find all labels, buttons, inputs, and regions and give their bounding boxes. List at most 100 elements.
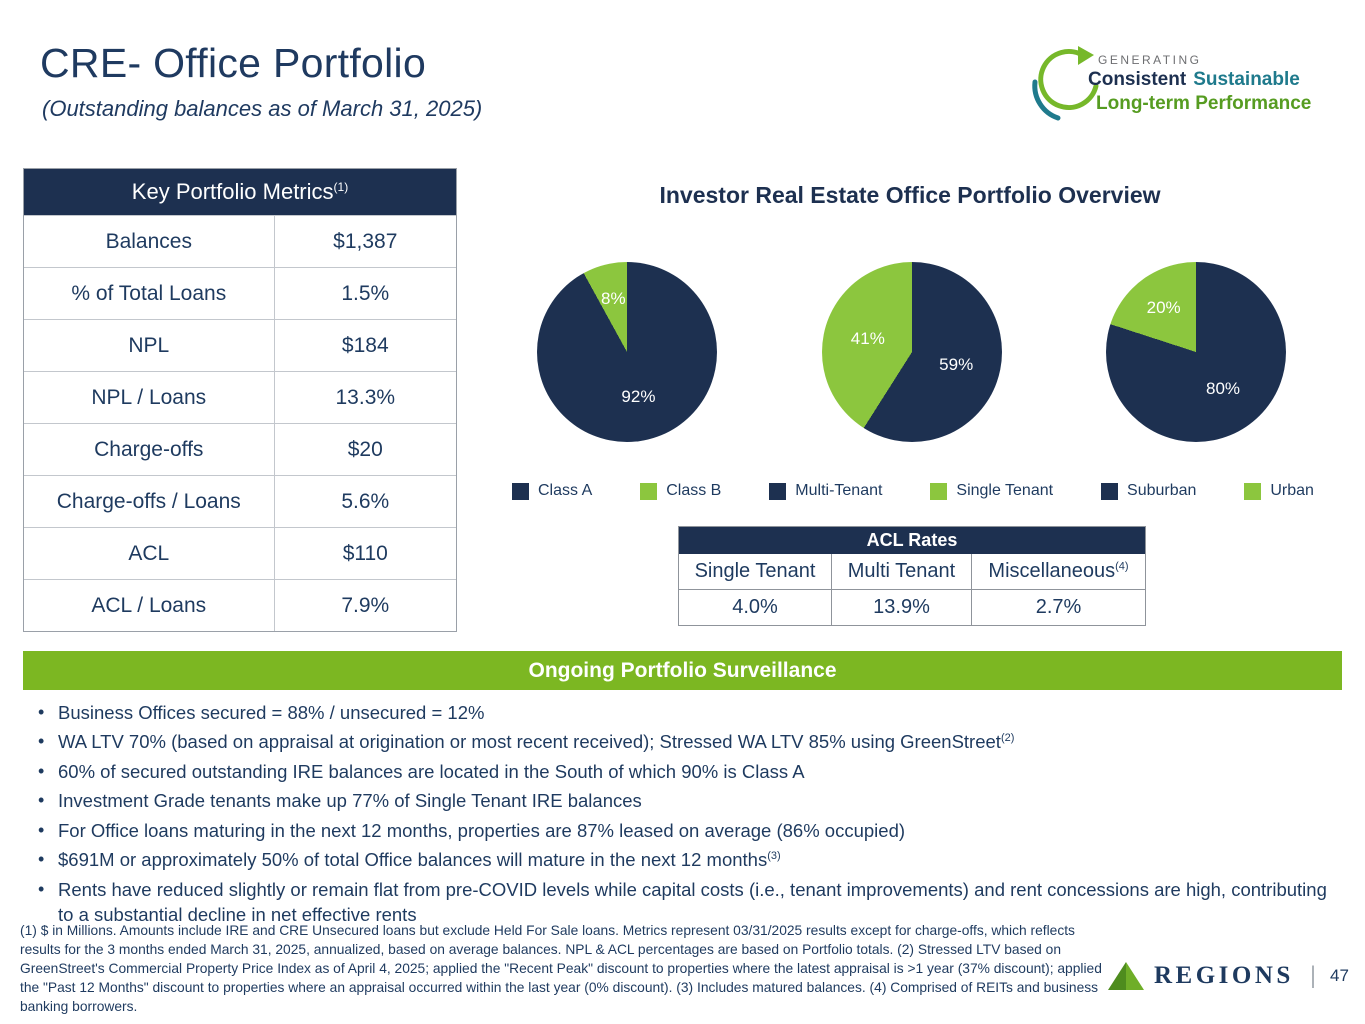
pie-slice-label: 92% [621,386,656,406]
pie-slice-label: 80% [1206,379,1241,399]
metric-label: Balances [24,216,275,267]
legend-item: Urban [1244,482,1314,500]
legend-item: Suburban [1101,482,1196,500]
tagline-line2: Consistent Sustainable [1086,68,1311,92]
legend-label: Single Tenant [956,482,1054,499]
table-row: ACL $110 [24,527,456,579]
pie-slice-label: 41% [850,329,885,349]
swoosh-arrow-icon [1032,46,1099,121]
metrics-title-footnote-ref: (1) [333,180,349,194]
bullet-item: For Office loans maturing in the next 12… [34,818,1336,844]
legend-swatch [640,482,658,500]
legend-swatch [1244,482,1262,500]
acl-value-row: 4.0% 13.9% 2.7% [679,590,1145,625]
table-row: Charge-offs $20 [24,423,456,475]
acl-rates-table: ACL Rates Single Tenant Multi Tenant Mis… [678,526,1146,626]
legend-label: Suburban [1127,482,1197,499]
table-row: % of Total Loans 1.5% [24,267,456,319]
bullet-item: Rents have reduced slightly or remain fl… [34,877,1336,928]
acl-column-header: Miscellaneous(4) [971,554,1145,589]
bullet-item: WA LTV 70% (based on appraisal at origin… [34,729,1336,755]
legend-label: Class B [666,482,722,499]
page-number: 47 [1330,966,1349,985]
regions-wordmark: REGIONS [1154,962,1294,989]
legend-item: Multi-Tenant [769,482,882,500]
tagline-sustainable: Sustainable [1193,68,1300,90]
legend-swatch [512,482,529,500]
bullet-text: For Office loans maturing in the next 12… [58,819,906,841]
metric-label: NPL [24,320,275,371]
footer-divider: | [1309,962,1317,989]
overview-section-title: Investor Real Estate Office Portfolio Ov… [659,182,1161,208]
page-subtitle: (Outstanding balances as of March 31, 20… [42,96,483,121]
metric-label: ACL [24,528,275,579]
acl-column-header: Single Tenant [679,554,831,589]
bullet-footnote-ref: (3) [767,850,781,863]
bullet-text: $691M or approximately 50% of total Offi… [58,849,768,871]
tagline-consistent: Consistent [1088,68,1187,90]
legend-item: Class B [640,482,721,500]
pie-chart-group: 92% 8% 59% 41% 80% 20% [490,262,1330,442]
pie-slice-label: 8% [601,288,626,308]
tagline-generating: GENERATING [1098,52,1202,67]
regions-triangle-icon [1108,962,1144,990]
table-row: Charge-offs / Loans 5.6% [24,475,456,527]
pie-slice-label: 59% [939,354,974,374]
legend-swatch [769,482,787,500]
metric-value: 1.5% [341,281,390,305]
metric-label: NPL / Loans [24,372,275,423]
bullet-item: Business Offices secured = 88% / unsecur… [34,700,1336,726]
pie-slice-label: 20% [1146,297,1181,317]
metric-label: % of Total Loans [24,268,275,319]
legend-label: Class A [538,482,593,499]
metric-value: $1,387 [333,229,398,253]
metric-value: 13.3% [335,385,396,409]
acl-header-row: Single Tenant Multi Tenant Miscellaneous… [679,554,1145,590]
metric-value: $20 [347,437,383,461]
legend-item: Single Tenant [930,482,1053,500]
metric-label: ACL / Loans [24,580,275,631]
bullet-text: WA LTV 70% (based on appraisal at origin… [58,731,1001,753]
metrics-title-text: Key Portfolio Metrics [131,179,334,204]
table-row: Balances $1,387 [24,215,456,267]
footnote: (1) $ in Millions. Amounts include IRE a… [20,923,1102,1015]
table-row: NPL / Loans 13.3% [24,371,456,423]
key-portfolio-metrics-table: Key Portfolio Metrics (1) Balances $1,387 … [23,168,457,632]
metric-value: $184 [341,333,389,357]
page-title: CRE- Office Portfolio [40,40,427,86]
table-row: ACL / Loans 7.9% [24,579,456,631]
legend-swatch [930,482,948,500]
table-row: NPL $184 [24,319,456,371]
legend-label: Urban [1270,482,1314,499]
tagline-text: GENERATING Consistent Sustainable Long-te… [1086,53,1311,116]
pie-chart-class-mix: 92% 8% [537,262,717,442]
acl-header-text: Miscellaneous [988,560,1116,582]
metrics-table-title: Key Portfolio Metrics (1) [24,169,456,215]
acl-footnote-ref: (4) [1115,560,1129,573]
bullet-item: Investment Grade tenants make up 77% of … [34,788,1336,814]
acl-header-text: Single Tenant [694,560,816,582]
pie-chart-tenancy-mix: 59% 41% [822,262,1002,442]
tagline-longterm: Long-term Performance [1096,92,1312,114]
acl-header-text: Multi Tenant [847,560,956,582]
surveillance-banner: Ongoing Portfolio Surveillance [23,651,1342,690]
legend-swatch [1101,482,1119,500]
bullet-item: 60% of secured outstanding IRE balances … [34,759,1336,785]
legend-item: Class A [512,482,592,500]
pie-chart-location-mix: 80% 20% [1106,262,1286,442]
surveillance-bullet-list: Business Offices secured = 88% / unsecur… [34,700,1336,932]
bullet-footnote-ref: (2) [1000,732,1015,745]
bullet-text: Business Offices secured = 88% / unsecur… [58,702,485,723]
acl-value: 4.0% [732,596,778,618]
footer-brand: REGIONS | 47 [1108,962,1349,990]
pie-legend: Class A Class B Multi-Tenant Single Tena… [512,482,1314,500]
acl-value: 13.9% [831,590,971,625]
bullet-text: Investment Grade tenants make up 77% of … [58,790,642,812]
brand-tagline: GENERATING Consistent Sustainable Long-te… [1030,42,1311,126]
metric-value: $110 [342,541,388,565]
bullet-item: $691M or approximately 50% of total Offi… [34,847,1336,873]
acl-table-title: ACL Rates [679,527,1145,554]
legend-label: Multi-Tenant [795,482,883,499]
metric-label: Charge-offs [24,424,275,475]
